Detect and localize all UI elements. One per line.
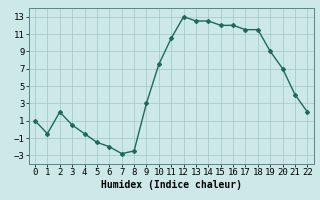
X-axis label: Humidex (Indice chaleur): Humidex (Indice chaleur) (101, 180, 242, 190)
